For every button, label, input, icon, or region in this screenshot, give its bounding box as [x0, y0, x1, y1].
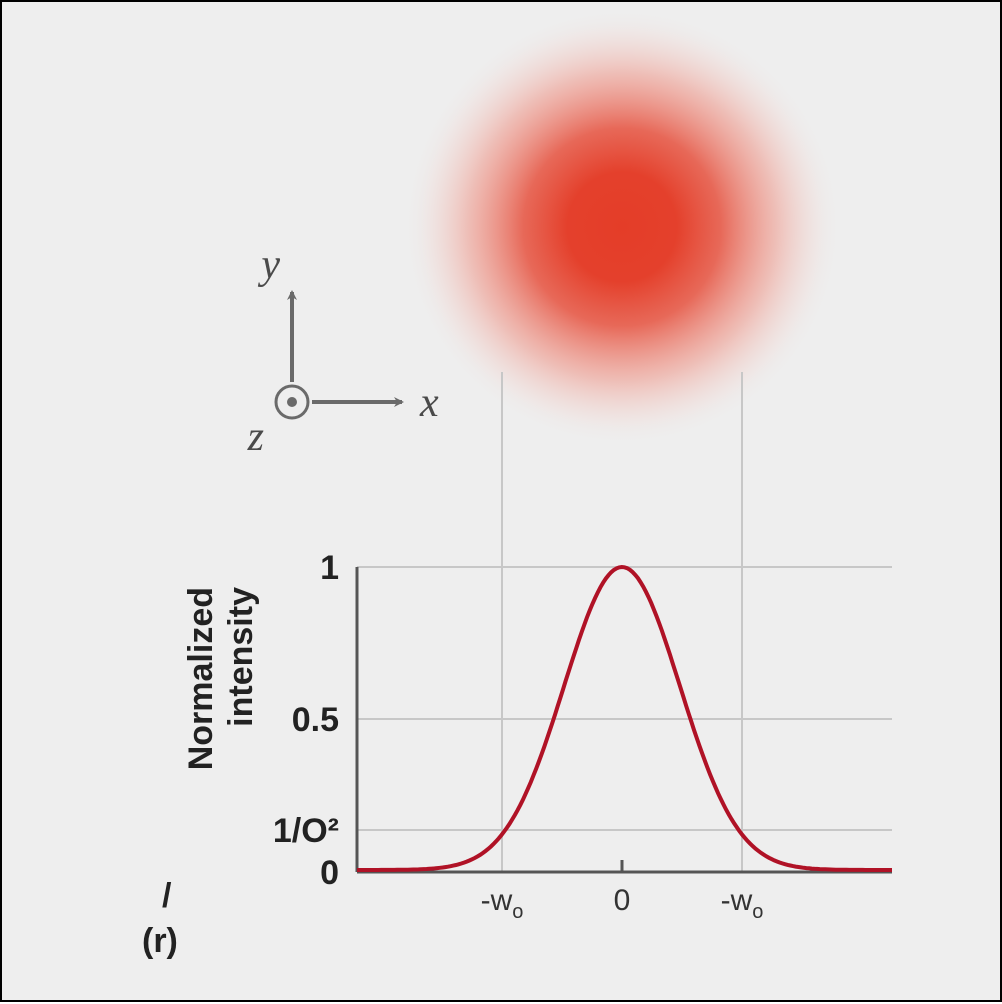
y-axis-label: y — [257, 242, 280, 288]
ytick-label: 1/O² — [273, 812, 339, 850]
gaussian-beam-spot — [402, 7, 842, 447]
ytick-label: 0.5 — [292, 701, 339, 739]
ytick-label: 0 — [320, 854, 339, 892]
figure-frame: { "canvas": { "width": 1002, "height": 1… — [0, 0, 1002, 1002]
ytick-label: 1 — [320, 549, 339, 587]
chart-xtick-labels: -wo 0 -wo — [481, 884, 764, 923]
chart-ylabel-line2: intensity — [222, 587, 260, 727]
chart-ytick-labels: 0 1/O² 0.5 1 — [273, 549, 339, 892]
chart-ylabel-extra1: / — [162, 877, 172, 915]
intensity-chart: 0 1/O² 0.5 1 -wo 0 -wo Normalized intensity /… — [142, 549, 892, 960]
z-axis-dot — [287, 397, 297, 407]
z-axis-label: z — [247, 414, 264, 460]
chart-ylabel-line1: Normalized — [182, 587, 220, 770]
xtick-label: -wo — [721, 884, 764, 923]
x-axis-label: x — [419, 380, 439, 426]
xtick-label: -wo — [481, 884, 524, 923]
figure-svg: x y z 0 1/O² 0.5 1 -wo 0 -wo Normalized inten… — [2, 2, 1002, 1004]
xtick-label: 0 — [614, 884, 631, 917]
chart-gridlines — [357, 567, 892, 830]
chart-ylabel-extra2: (r) — [142, 922, 178, 960]
